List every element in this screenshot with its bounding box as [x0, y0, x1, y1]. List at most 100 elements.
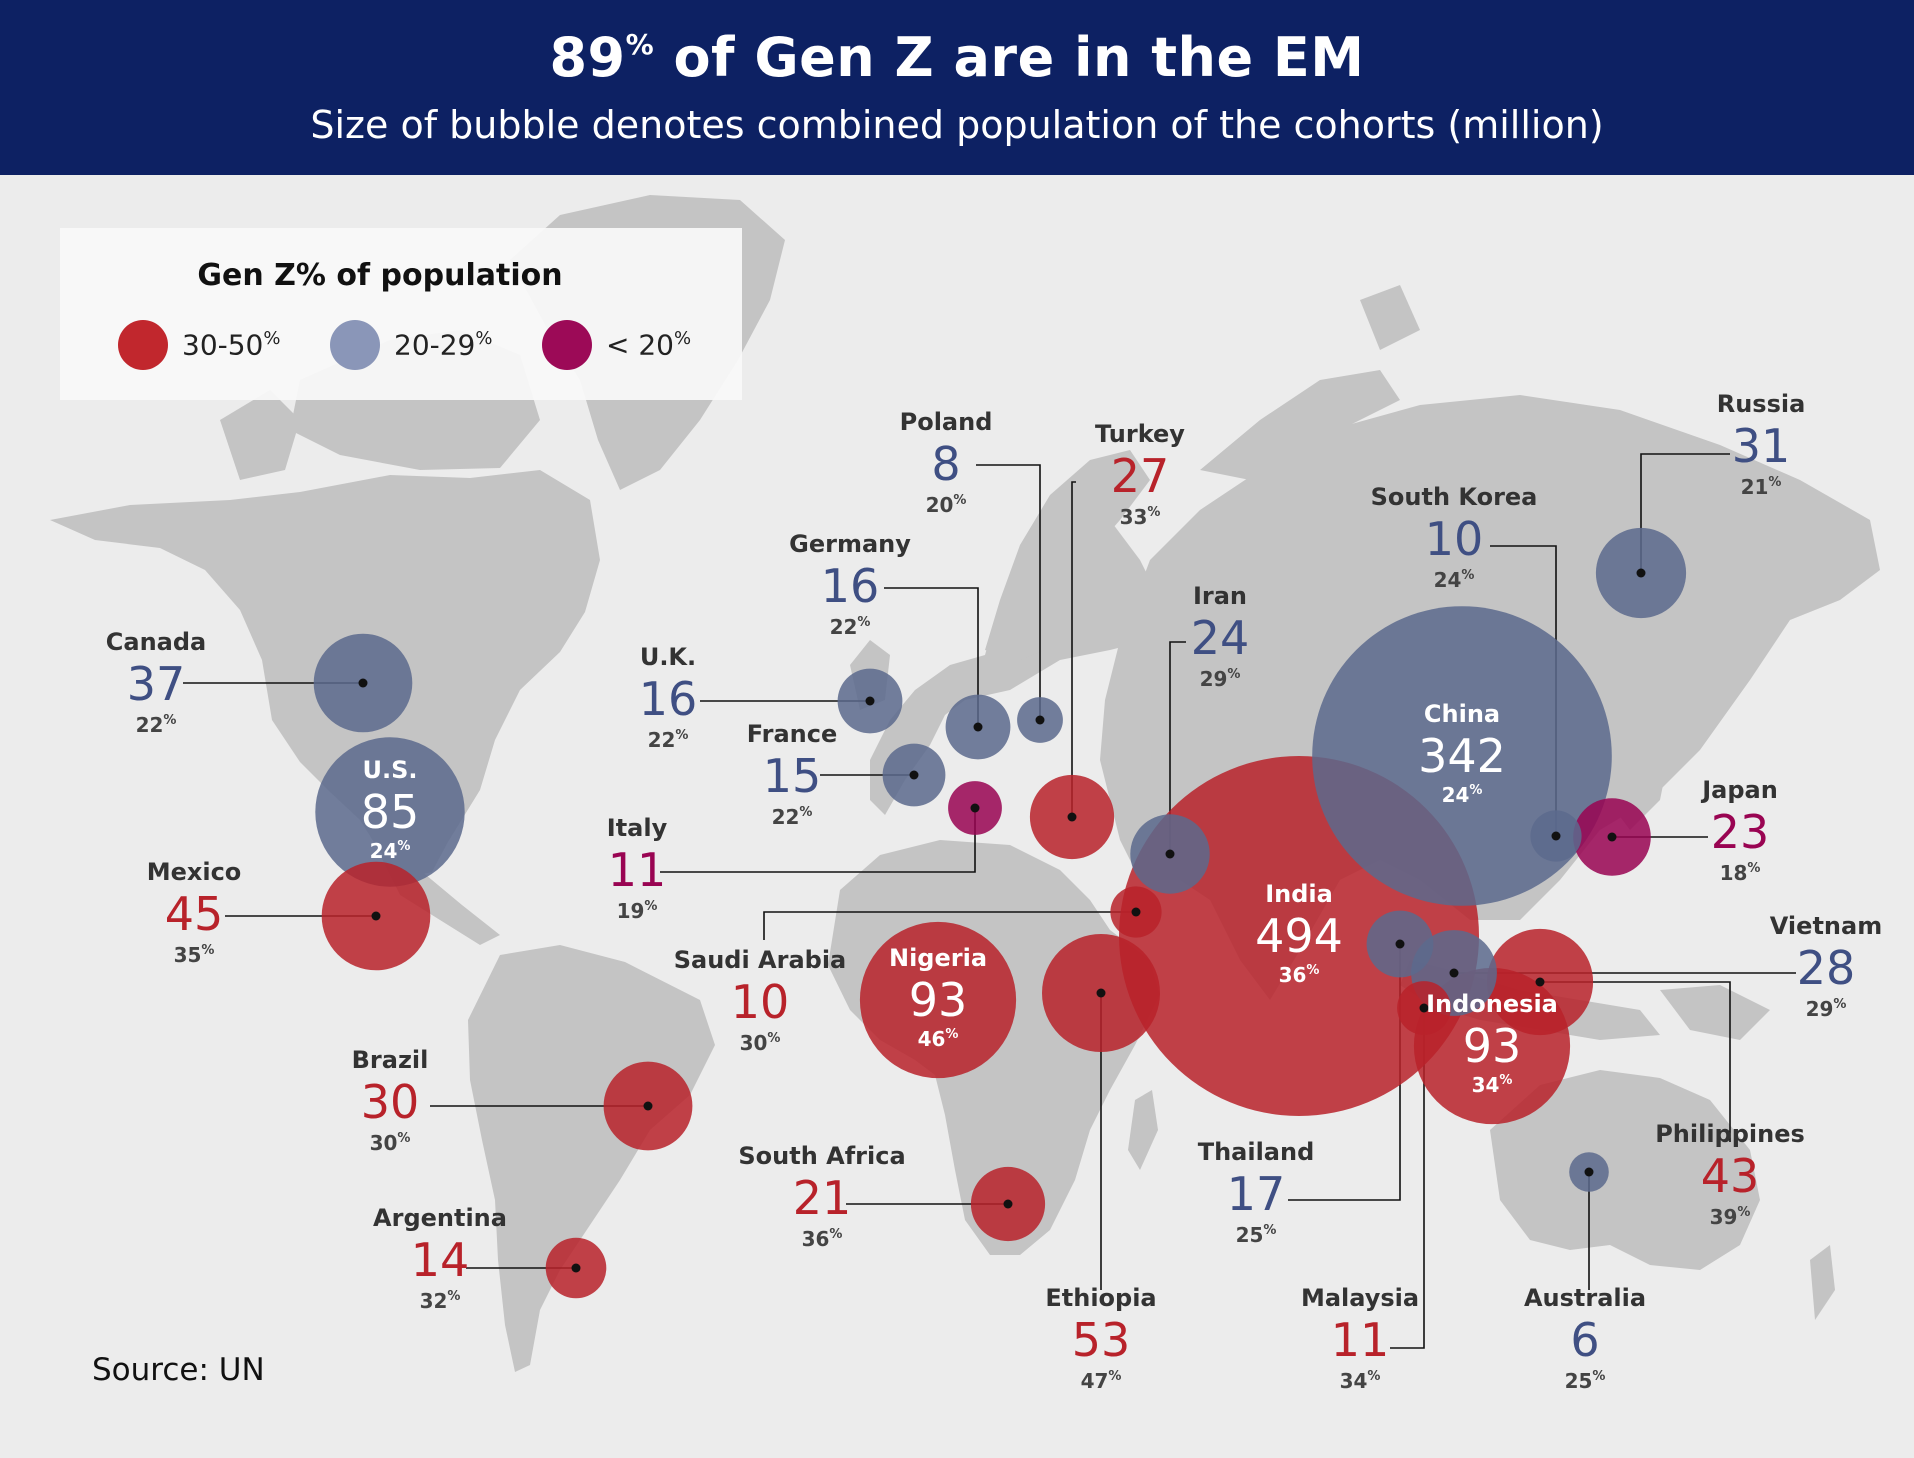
leader-turkey — [1071, 481, 1076, 817]
label-pct-sign-china: % — [1469, 783, 1482, 798]
label-value-mexico: 45 — [165, 887, 224, 941]
bubble-dots — [358, 568, 1646, 1273]
arctic-island-east — [1360, 285, 1420, 350]
label-pct-value-mexico: 35 — [174, 943, 202, 967]
label-pct-value-indonesia: 34 — [1472, 1073, 1500, 1097]
label-pct-sign-brazil: % — [397, 1131, 410, 1146]
dot-ethiopia — [1096, 988, 1106, 998]
label-value-vietnam: 28 — [1797, 941, 1856, 995]
leader-saudi-arabia — [763, 911, 1136, 940]
label-pct-value-italy: 19 — [617, 899, 645, 923]
label-value-south-korea: 10 — [1425, 512, 1484, 566]
dot-vietnam — [1449, 968, 1459, 978]
label-value-canada: 37 — [127, 657, 186, 711]
dot-argentina — [571, 1263, 581, 1273]
new-guinea — [1660, 985, 1770, 1040]
legend-label-mid: 20-29 — [394, 328, 476, 362]
dot-south-africa — [1003, 1199, 1013, 1209]
label-pct-sign-vietnam: % — [1833, 997, 1846, 1012]
label-pct-sign-mexico: % — [201, 943, 214, 958]
label-value-thailand: 17 — [1227, 1167, 1286, 1221]
label-name-poland: Poland — [900, 408, 993, 436]
label-name-south-korea: South Korea — [1371, 483, 1538, 511]
label-pct-sign-malaysia: % — [1367, 1369, 1380, 1384]
label-pct-china: 24% — [1442, 783, 1483, 807]
label-value-south-africa: 21 — [793, 1171, 852, 1225]
label-pct-sign-u-k: % — [675, 728, 688, 743]
label-pct-value-poland: 20 — [926, 493, 954, 517]
dot-mexico — [371, 911, 381, 921]
bubbles — [313, 527, 1687, 1299]
scandinavia — [985, 450, 1150, 660]
label-name-malaysia: Malaysia — [1301, 1284, 1419, 1312]
dot-saudi-arabia — [1131, 907, 1141, 917]
label-pct-value-japan: 18 — [1720, 861, 1748, 885]
label-name-thailand: Thailand — [1198, 1138, 1315, 1166]
label-name-u-s: U.S. — [362, 756, 417, 784]
label-pct-sign-japan: % — [1747, 861, 1760, 876]
label-value-china: 342 — [1418, 729, 1506, 783]
label-pct-value-russia: 21 — [1741, 475, 1769, 499]
label-pct-sign-philippines: % — [1737, 1205, 1750, 1220]
label-pct-india: 36% — [1279, 963, 1320, 987]
label-value-philippines: 43 — [1701, 1149, 1760, 1203]
label-pct-south-korea: 24% — [1434, 568, 1475, 592]
title-text: of Gen Z are in the EM — [654, 26, 1365, 89]
label-value-malaysia: 11 — [1331, 1313, 1390, 1367]
legend-swatch-low — [542, 320, 592, 370]
label-pct-sign-iran: % — [1227, 667, 1240, 682]
madagascar — [1128, 1090, 1158, 1170]
label-pct-value-malaysia: 34 — [1340, 1369, 1368, 1393]
label-pct-sign-germany: % — [857, 615, 870, 630]
leader-philippines — [1540, 981, 1731, 1142]
leader-germany — [884, 587, 979, 727]
label-pct-sign-canada: % — [163, 713, 176, 728]
label-pct-sign-poland: % — [953, 493, 966, 508]
label-pct-sign-saudi-arabia: % — [767, 1031, 780, 1046]
label-pct-value-philippines: 39 — [1710, 1205, 1738, 1229]
legend: Gen Z% of population 30-50% 20-29% < 20% — [60, 228, 742, 400]
label-name-australia: Australia — [1524, 1284, 1646, 1312]
label-pct-value-u-s: 24 — [370, 839, 398, 863]
label-pct-australia: 25% — [1565, 1369, 1606, 1393]
label-value-japan: 23 — [1711, 805, 1770, 859]
label-value-u-k: 16 — [639, 672, 698, 726]
title-percent: 89 — [549, 26, 626, 89]
label-value-iran: 24 — [1191, 611, 1250, 665]
label-pct-italy: 19% — [617, 899, 658, 923]
label-pct-value-nigeria: 46 — [918, 1027, 946, 1051]
label-pct-saudi-arabia: 30% — [740, 1031, 781, 1055]
label-pct-sign-ethiopia: % — [1108, 1369, 1121, 1384]
label-name-germany: Germany — [789, 530, 911, 558]
label-pct-sign-turkey: % — [1147, 505, 1160, 520]
label-pct-sign-russia: % — [1768, 475, 1781, 490]
label-pct-sign-nigeria: % — [945, 1027, 958, 1042]
label-pct-indonesia: 34% — [1472, 1073, 1513, 1097]
dot-australia — [1584, 1167, 1594, 1177]
label-pct-sign-australia: % — [1592, 1369, 1605, 1384]
dot-philippines — [1535, 977, 1545, 987]
label-value-italy: 11 — [608, 843, 667, 897]
label-pct-france: 22% — [772, 805, 813, 829]
label-pct-sign-italy: % — [644, 899, 657, 914]
label-pct-russia: 21% — [1741, 475, 1782, 499]
label-pct-sign-south-korea: % — [1461, 568, 1474, 583]
label-pct-sign-india: % — [1306, 963, 1319, 978]
label-pct-mexico: 35% — [174, 943, 215, 967]
label-value-ethiopia: 53 — [1072, 1313, 1131, 1367]
label-pct-value-australia: 25 — [1565, 1369, 1593, 1393]
label-pct-malaysia: 34% — [1340, 1369, 1381, 1393]
label-name-ethiopia: Ethiopia — [1045, 1284, 1156, 1312]
label-value-australia: 6 — [1570, 1313, 1599, 1367]
label-pct-value-thailand: 25 — [1236, 1223, 1264, 1247]
label-pct-argentina: 32% — [420, 1289, 461, 1313]
label-name-india: India — [1265, 880, 1333, 908]
label-pct-philippines: 39% — [1710, 1205, 1751, 1229]
label-name-brazil: Brazil — [352, 1046, 429, 1074]
label-pct-vietnam: 29% — [1806, 997, 1847, 1021]
label-pct-u-s: 24% — [370, 839, 411, 863]
label-pct-south-africa: 36% — [802, 1227, 843, 1251]
dot-france — [909, 770, 919, 780]
